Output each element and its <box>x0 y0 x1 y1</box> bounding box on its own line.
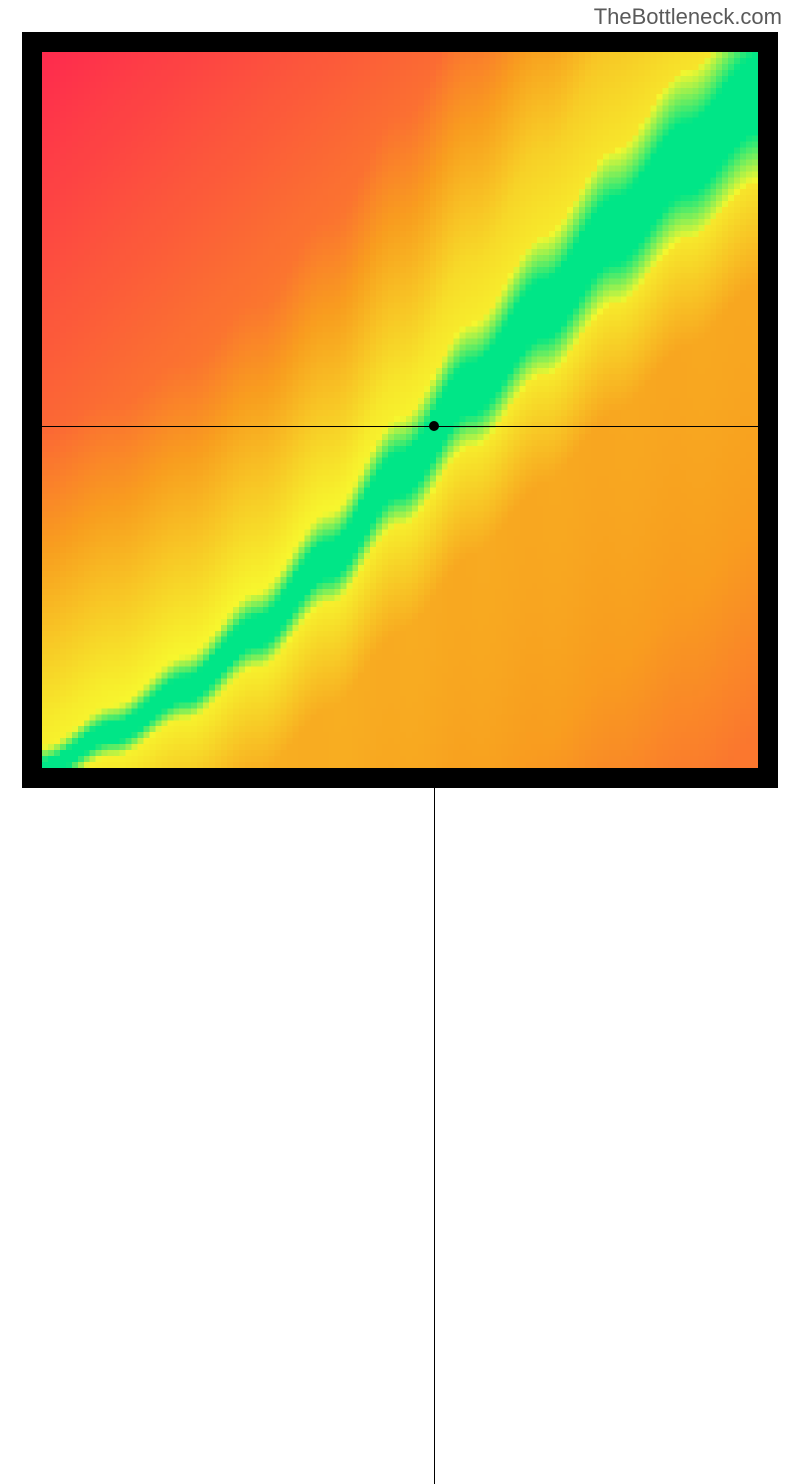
watermark-text: TheBottleneck.com <box>594 4 782 30</box>
plot-area <box>42 52 758 768</box>
heatmap-canvas <box>42 52 758 768</box>
chart-frame <box>22 32 778 788</box>
crosshair-horizontal <box>42 426 758 427</box>
chart-container: TheBottleneck.com <box>0 0 800 800</box>
marker-dot <box>429 421 439 431</box>
crosshair-vertical <box>434 768 435 1484</box>
